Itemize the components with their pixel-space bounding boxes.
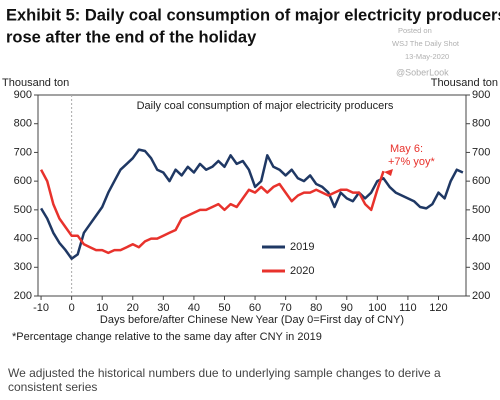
y-axis-label: Thousand ton — [2, 77, 69, 89]
y-tick-label: 500 — [14, 204, 32, 216]
y-tick-label: 200 — [14, 290, 32, 302]
y2-axis-label: Thousand ton — [431, 77, 498, 89]
y2-tick-label: 200 — [472, 290, 490, 302]
x-tick-label: 20 — [127, 302, 139, 314]
x-tick-label: 80 — [310, 302, 322, 314]
x-tick-label: 90 — [341, 302, 353, 314]
annotation-arrow — [384, 169, 393, 176]
inner-title: Daily coal consumption of major electric… — [137, 100, 394, 112]
plot-frame — [37, 94, 467, 297]
x-tick-label: 30 — [157, 302, 169, 314]
note: We adjusted the historical numbers due t… — [8, 366, 441, 394]
y2-tick-label: 500 — [472, 204, 490, 216]
y-tick-label: 400 — [14, 232, 32, 244]
x-tick-label: 0 — [69, 302, 75, 314]
x-tick-label: 50 — [218, 302, 230, 314]
y-tick-label: 900 — [14, 89, 32, 101]
legend-label: 2019 — [290, 241, 314, 253]
chart: Exhibit 5: Daily coal consumption of maj… — [2, 6, 500, 343]
footnote: *Percentage change relative to the same … — [12, 331, 322, 343]
x-tick-label: 10 — [96, 302, 108, 314]
watermark: @SoberLook — [396, 67, 449, 77]
x-tick-label: 110 — [399, 302, 417, 314]
x-tick-label: 60 — [249, 302, 261, 314]
y-tick-label: 800 — [14, 118, 32, 130]
x-tick-label: 100 — [368, 302, 386, 314]
series-line — [40, 148, 464, 260]
y2-tick-label: 400 — [472, 232, 490, 244]
y2-tick-label: 300 — [472, 261, 490, 273]
annotation: May 6: — [390, 143, 423, 155]
watermark: 13-May-2020 — [405, 52, 449, 61]
chart-title: rose after the end of the holiday — [6, 28, 257, 46]
watermark: Posted on — [398, 26, 432, 35]
series-line — [39, 169, 385, 255]
watermark: WSJ The Daily Shot — [392, 39, 460, 48]
y2-tick-label: 800 — [472, 118, 490, 130]
x-tick-label: 70 — [280, 302, 292, 314]
x-tick-label: -10 — [33, 302, 49, 314]
chart-title: Exhibit 5: Daily coal consumption of maj… — [6, 6, 500, 24]
y-tick-label: 600 — [14, 175, 32, 187]
y2-tick-label: 700 — [472, 146, 490, 158]
x-axis-label: Days before/after Chinese New Year (Day … — [100, 314, 404, 326]
annotation: +7% yoy* — [388, 156, 435, 168]
legend-label: 2020 — [290, 265, 314, 277]
y2-tick-label: 900 — [472, 89, 490, 101]
x-tick-label: 40 — [188, 302, 200, 314]
y-tick-label: 700 — [14, 146, 32, 158]
x-tick-label: 120 — [429, 302, 447, 314]
y2-tick-label: 600 — [472, 175, 490, 187]
y-tick-label: 300 — [14, 261, 32, 273]
